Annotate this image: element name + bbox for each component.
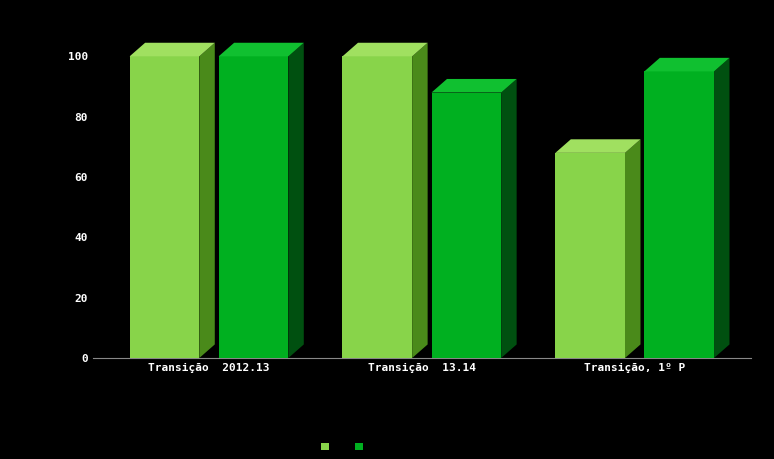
Polygon shape — [342, 43, 427, 56]
Polygon shape — [501, 79, 517, 358]
Polygon shape — [412, 43, 427, 358]
Bar — [218, 56, 288, 358]
Bar — [556, 153, 625, 358]
Bar — [432, 93, 502, 358]
Legend: , : , — [317, 438, 368, 456]
Polygon shape — [199, 43, 214, 358]
Polygon shape — [288, 43, 303, 358]
Bar — [644, 72, 714, 358]
Polygon shape — [129, 43, 214, 56]
Bar — [129, 56, 199, 358]
Bar — [342, 56, 412, 358]
Polygon shape — [644, 58, 729, 72]
Polygon shape — [218, 43, 303, 56]
Polygon shape — [556, 139, 640, 153]
Polygon shape — [625, 139, 640, 358]
Polygon shape — [714, 58, 729, 358]
Polygon shape — [432, 79, 517, 93]
